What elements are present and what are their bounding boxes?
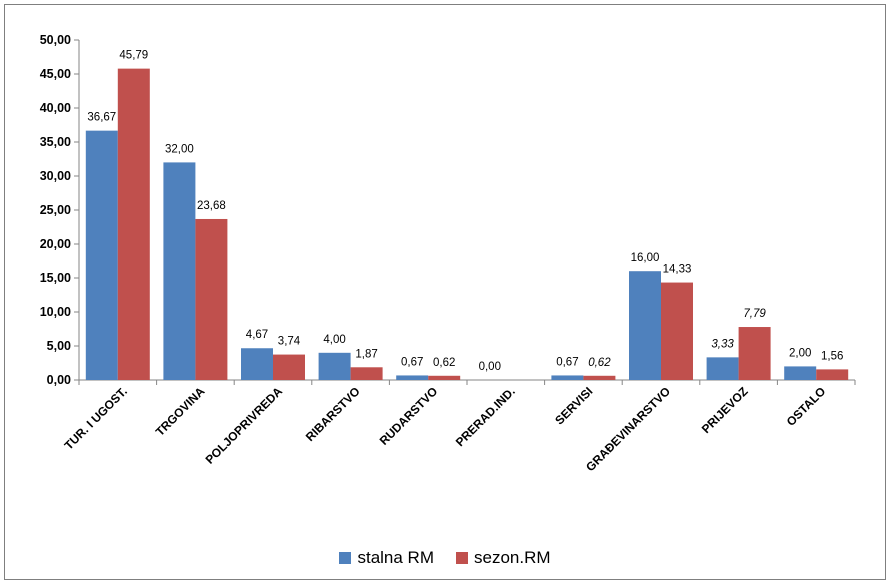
y-tick-label: 45,00 bbox=[40, 67, 71, 81]
y-tick-label: 0,00 bbox=[47, 373, 71, 387]
data-label: 14,33 bbox=[663, 264, 692, 276]
y-tick-label: 40,00 bbox=[40, 101, 71, 115]
y-tick-label: 35,00 bbox=[40, 135, 71, 149]
data-label: 1,56 bbox=[821, 350, 843, 362]
data-label: 7,79 bbox=[743, 308, 766, 320]
data-label: 0,62 bbox=[433, 357, 455, 369]
legend: stalna RM sezon.RM bbox=[5, 545, 885, 571]
bar-chart: 0,00 5,00 10,00 15,00 20,00 25,00 30,00 35,00 40… bbox=[40, 33, 856, 474]
data-label: 1,87 bbox=[355, 348, 377, 360]
legend-label-sezon: sezon.RM bbox=[474, 548, 551, 567]
legend-item-sezon: sezon.RM bbox=[456, 548, 551, 568]
category-label: TRGOVINA bbox=[153, 384, 208, 439]
bar-sezon bbox=[195, 218, 228, 380]
data-label: 0,62 bbox=[588, 357, 611, 369]
category-label: PRIJEVOZ bbox=[699, 384, 751, 436]
chart-frame: 0,00 5,00 10,00 15,00 20,00 25,00 30,00 35,00 40… bbox=[4, 4, 886, 580]
category-label: GRAĐEVINARSTVO bbox=[583, 384, 673, 474]
data-label: 4,67 bbox=[246, 329, 268, 341]
data-label: 3,33 bbox=[711, 338, 734, 350]
bar-sezon bbox=[738, 327, 771, 380]
data-label: 4,00 bbox=[323, 334, 345, 346]
bar-stalna bbox=[163, 162, 196, 380]
bar-sezon bbox=[117, 68, 150, 381]
y-tick-label: 25,00 bbox=[40, 203, 71, 217]
bar-stalna bbox=[551, 375, 584, 380]
category-label: SERVISI bbox=[552, 384, 595, 427]
bar-stalna bbox=[241, 348, 273, 380]
bar-stalna bbox=[318, 352, 351, 380]
data-label: 45,79 bbox=[119, 50, 148, 62]
y-tick-label: 30,00 bbox=[40, 169, 71, 183]
bar-sezon bbox=[350, 367, 383, 380]
bar-sezon bbox=[273, 354, 305, 380]
y-tick-label: 10,00 bbox=[40, 305, 71, 319]
data-label: 0,67 bbox=[401, 356, 423, 368]
bar-sezon bbox=[816, 369, 849, 380]
data-label: 0,67 bbox=[556, 356, 578, 368]
data-label: 2,00 bbox=[789, 347, 811, 359]
bar-stalna bbox=[784, 366, 817, 380]
bar-stalna bbox=[85, 130, 118, 380]
bar-sezon bbox=[583, 375, 616, 380]
category-label: RIBARSTVO bbox=[303, 384, 363, 444]
bar-stalna bbox=[396, 375, 429, 380]
legend-swatch-sezon bbox=[456, 552, 468, 564]
data-label: 23,68 bbox=[197, 200, 226, 212]
category-label: PRERAD.IND. bbox=[453, 384, 518, 449]
data-label: 36,67 bbox=[87, 112, 116, 124]
bar-sezon bbox=[661, 282, 693, 380]
bar-stalna bbox=[706, 357, 739, 380]
category-label: OSTALO bbox=[784, 384, 829, 429]
data-label: 32,00 bbox=[165, 143, 194, 155]
y-tick-label: 20,00 bbox=[40, 237, 71, 251]
category-label: RUDARSTVO bbox=[377, 384, 441, 448]
legend-item-stalna: stalna RM bbox=[339, 548, 434, 568]
bars-group bbox=[85, 68, 849, 381]
data-label: 0,00 bbox=[479, 361, 501, 373]
legend-label-stalna: stalna RM bbox=[357, 548, 434, 567]
bar-stalna bbox=[629, 271, 661, 380]
y-tick-label: 50,00 bbox=[40, 33, 71, 47]
legend-swatch-stalna bbox=[339, 552, 352, 564]
category-label: TUR. I UGOST. bbox=[62, 384, 130, 452]
data-label: 3,74 bbox=[278, 336, 301, 348]
data-labels-group: 36,67 32,00 4,67 4,00 0,67 0,00 0,67 16,00 3,33 2… bbox=[87, 50, 843, 373]
y-tick-label: 5,00 bbox=[47, 339, 71, 353]
category-label: POLJOPRIVREDA bbox=[203, 384, 286, 467]
bar-sezon bbox=[428, 375, 461, 380]
y-axis-ticks: 0,00 5,00 10,00 15,00 20,00 25,00 30,00 35,00 40… bbox=[40, 33, 856, 387]
y-tick-label: 15,00 bbox=[40, 271, 71, 285]
data-label: 16,00 bbox=[631, 252, 660, 264]
